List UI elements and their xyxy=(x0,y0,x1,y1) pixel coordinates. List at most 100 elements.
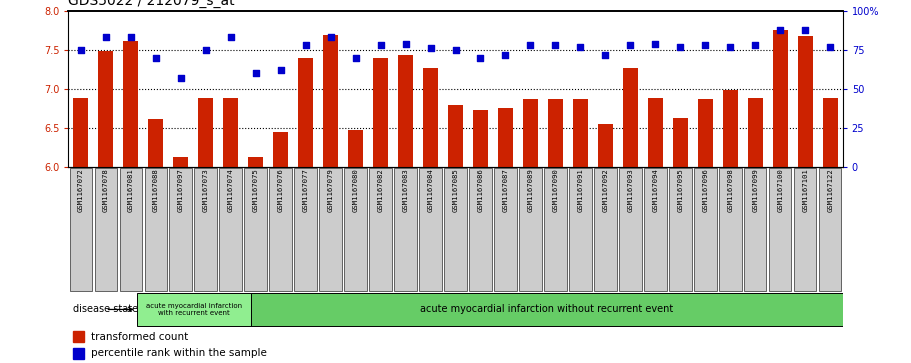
Bar xyxy=(73,348,84,359)
Text: GSM1167094: GSM1167094 xyxy=(652,168,659,212)
Bar xyxy=(823,98,838,167)
Point xyxy=(74,47,88,53)
Text: GSM1167083: GSM1167083 xyxy=(403,168,408,212)
FancyBboxPatch shape xyxy=(194,168,217,291)
FancyBboxPatch shape xyxy=(819,168,842,291)
FancyBboxPatch shape xyxy=(251,293,843,326)
Bar xyxy=(798,36,813,167)
Text: GSM1167100: GSM1167100 xyxy=(777,168,783,212)
Bar xyxy=(748,98,763,167)
Bar xyxy=(323,35,338,167)
Point xyxy=(573,44,588,50)
Bar xyxy=(123,41,138,167)
Bar xyxy=(698,99,712,167)
Point xyxy=(124,34,138,40)
Point xyxy=(398,41,413,46)
Point xyxy=(648,41,662,46)
Bar xyxy=(374,58,388,167)
FancyBboxPatch shape xyxy=(270,168,292,291)
FancyBboxPatch shape xyxy=(644,168,667,291)
Point xyxy=(748,42,763,48)
Text: GSM1167122: GSM1167122 xyxy=(827,168,834,212)
Point xyxy=(523,42,537,48)
FancyBboxPatch shape xyxy=(137,293,251,326)
FancyBboxPatch shape xyxy=(495,168,517,291)
Text: GSM1167099: GSM1167099 xyxy=(752,168,758,212)
Text: percentile rank within the sample: percentile rank within the sample xyxy=(91,348,267,358)
Text: GSM1167085: GSM1167085 xyxy=(453,168,458,212)
Bar xyxy=(523,99,537,167)
FancyBboxPatch shape xyxy=(544,168,567,291)
FancyBboxPatch shape xyxy=(369,168,392,291)
Bar xyxy=(223,98,238,167)
FancyBboxPatch shape xyxy=(394,168,417,291)
Point xyxy=(273,67,288,73)
FancyBboxPatch shape xyxy=(344,168,367,291)
Bar xyxy=(423,68,438,167)
Text: GSM1167075: GSM1167075 xyxy=(252,168,259,212)
Text: GSM1167095: GSM1167095 xyxy=(677,168,683,212)
Bar xyxy=(573,99,588,167)
Bar xyxy=(73,98,88,167)
Text: GSM1167088: GSM1167088 xyxy=(153,168,159,212)
Bar xyxy=(548,99,563,167)
Bar xyxy=(148,119,163,167)
Text: GSM1167091: GSM1167091 xyxy=(578,168,583,212)
FancyBboxPatch shape xyxy=(519,168,542,291)
Point xyxy=(773,27,787,33)
Text: GSM1167097: GSM1167097 xyxy=(178,168,184,212)
Point xyxy=(623,42,638,48)
Bar xyxy=(98,51,113,167)
Text: transformed count: transformed count xyxy=(91,331,189,342)
Point xyxy=(374,42,388,48)
Point xyxy=(148,55,163,61)
Bar xyxy=(623,68,638,167)
Bar xyxy=(298,58,313,167)
Text: GSM1167092: GSM1167092 xyxy=(602,168,609,212)
FancyBboxPatch shape xyxy=(469,168,492,291)
Bar xyxy=(248,157,263,167)
Text: GSM1167089: GSM1167089 xyxy=(527,168,534,212)
Text: GSM1167087: GSM1167087 xyxy=(503,168,508,212)
Bar xyxy=(448,105,463,167)
Text: GSM1167081: GSM1167081 xyxy=(128,168,134,212)
Bar xyxy=(673,118,688,167)
FancyBboxPatch shape xyxy=(244,168,267,291)
Bar xyxy=(398,56,413,167)
FancyBboxPatch shape xyxy=(95,168,117,291)
FancyBboxPatch shape xyxy=(220,168,242,291)
Text: GSM1167096: GSM1167096 xyxy=(702,168,708,212)
Bar xyxy=(773,30,788,167)
Point xyxy=(473,55,487,61)
Point xyxy=(298,42,312,48)
FancyBboxPatch shape xyxy=(619,168,641,291)
Text: disease state: disease state xyxy=(73,305,138,314)
FancyBboxPatch shape xyxy=(294,168,317,291)
FancyBboxPatch shape xyxy=(769,168,792,291)
Bar xyxy=(173,157,189,167)
Point xyxy=(673,44,688,50)
Text: GSM1167086: GSM1167086 xyxy=(477,168,484,212)
FancyBboxPatch shape xyxy=(419,168,442,291)
FancyBboxPatch shape xyxy=(694,168,717,291)
Point xyxy=(199,47,213,53)
Text: GSM1167077: GSM1167077 xyxy=(302,168,309,212)
FancyBboxPatch shape xyxy=(320,168,342,291)
Bar xyxy=(73,331,84,342)
Point xyxy=(823,44,837,50)
Bar xyxy=(722,90,738,167)
Point xyxy=(249,70,263,76)
Text: acute myocardial infarction without recurrent event: acute myocardial infarction without recu… xyxy=(420,305,673,314)
Text: GSM1167073: GSM1167073 xyxy=(203,168,209,212)
FancyBboxPatch shape xyxy=(794,168,816,291)
FancyBboxPatch shape xyxy=(119,168,142,291)
Point xyxy=(723,44,738,50)
Point xyxy=(323,34,338,40)
FancyBboxPatch shape xyxy=(169,168,192,291)
Text: GSM1167072: GSM1167072 xyxy=(77,168,84,212)
Text: GSM1167090: GSM1167090 xyxy=(552,168,558,212)
Point xyxy=(424,45,438,51)
Point xyxy=(348,55,363,61)
Text: GSM1167079: GSM1167079 xyxy=(328,168,333,212)
Point xyxy=(223,34,238,40)
